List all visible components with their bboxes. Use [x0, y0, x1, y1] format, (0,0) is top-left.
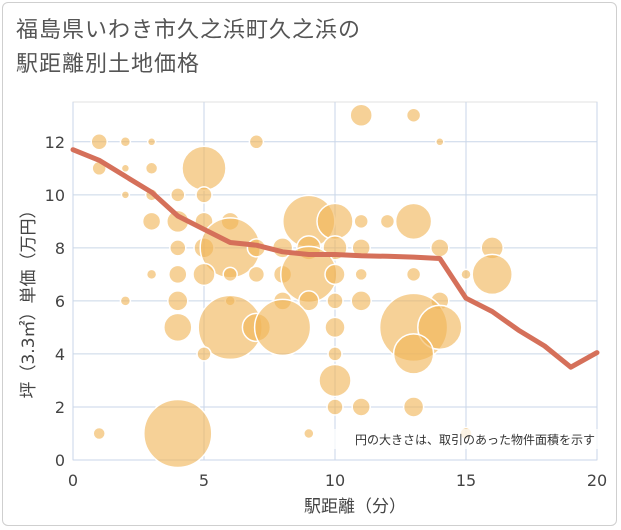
data-bubble — [196, 346, 212, 362]
data-bubble — [327, 346, 343, 362]
data-bubble — [351, 397, 371, 417]
data-bubble — [318, 363, 352, 398]
data-bubble — [146, 137, 157, 147]
data-bubble — [167, 290, 189, 312]
data-bubble — [145, 268, 158, 281]
size-note: 円の大きさは、取引のあった物件面積を示す — [355, 432, 595, 447]
data-bubble — [392, 333, 435, 375]
data-bubble — [92, 426, 106, 441]
data-bubble — [195, 186, 213, 204]
chart-title: 福島県いわき市久之浜町久之浜の 駅距離別土地価格 — [16, 14, 576, 82]
data-bubble — [163, 312, 193, 343]
data-bubble — [192, 262, 216, 287]
x-tick-label: 20 — [587, 471, 607, 490]
data-bubble — [326, 398, 344, 416]
data-bubble — [169, 239, 187, 257]
data-bubble — [379, 213, 396, 230]
data-bubble — [326, 292, 344, 310]
data-bubble — [144, 161, 159, 176]
y-tick-label: 8 — [55, 239, 65, 258]
y-tick-label: 4 — [55, 345, 65, 364]
data-bubble — [354, 267, 368, 282]
data-bubble — [248, 134, 265, 150]
y-tick-label: 10 — [45, 186, 65, 205]
x-tick-label: 0 — [68, 471, 78, 490]
data-bubble — [316, 202, 354, 241]
data-bubble — [430, 238, 450, 258]
data-bubble — [222, 266, 238, 283]
chart-title-line1: 福島県いわき市久之浜町久之浜の — [16, 18, 362, 43]
data-bubble — [247, 265, 266, 284]
y-axis-title: 坪（3.3㎡）単価（万円） — [19, 201, 39, 398]
data-bubble — [435, 137, 445, 147]
x-tick-label: 10 — [325, 471, 345, 490]
x-tick-label: 5 — [199, 471, 209, 490]
chart-title-line2: 駅距離別土地価格 — [16, 52, 201, 77]
data-bubble — [460, 268, 472, 281]
data-bubble — [141, 211, 162, 232]
data-bubble — [298, 290, 320, 312]
data-bubble — [168, 264, 188, 285]
data-bubble — [143, 398, 213, 469]
data-bubble — [119, 136, 132, 148]
data-bubble — [324, 263, 346, 286]
y-tick-label: 0 — [55, 451, 65, 470]
x-tick-label: 15 — [456, 471, 476, 490]
trend-line — [70, 147, 600, 370]
data-bubble — [324, 316, 346, 339]
data-bubble — [353, 213, 369, 230]
y-tick-label: 6 — [55, 292, 65, 311]
x-tick-labels: 0 5 10 15 20 — [68, 471, 607, 490]
data-bubble — [119, 295, 132, 307]
data-bubble — [402, 396, 425, 418]
note-background — [330, 429, 598, 449]
y-tick-label: 2 — [55, 398, 65, 417]
data-bubble — [253, 298, 312, 357]
data-bubble — [90, 133, 108, 151]
x-axis-title: 駅距離（分） — [304, 497, 406, 517]
data-bubble — [120, 190, 131, 200]
y-tick-label: 12 — [45, 133, 65, 152]
data-bubble — [405, 107, 422, 124]
data-bubble — [303, 427, 315, 440]
data-bubble — [181, 145, 227, 192]
data-bubble — [349, 103, 373, 128]
data-bubble — [170, 187, 186, 203]
data-bubble — [471, 253, 513, 296]
data-bubble — [417, 304, 463, 351]
data-bubble — [120, 163, 131, 174]
y-tick-labels: 0 2 4 6 8 10 12 — [45, 133, 65, 470]
data-bubble — [350, 290, 372, 312]
data-bubble — [405, 266, 422, 283]
data-bubble — [394, 202, 433, 241]
